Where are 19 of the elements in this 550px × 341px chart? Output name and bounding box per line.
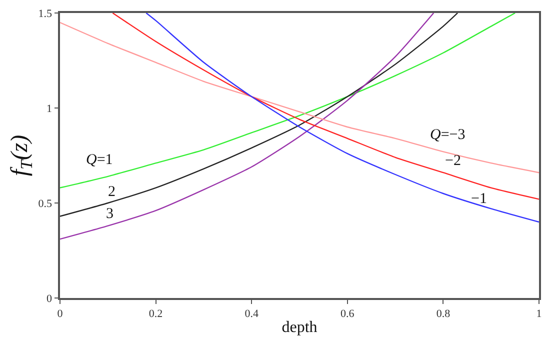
y-tick-label: 0 [46, 292, 53, 305]
x-tick-label: 0 [57, 308, 64, 320]
x-tick-label: 0.2 [148, 308, 163, 320]
x-tick-label: 0.8 [436, 308, 451, 320]
x-tick-label: 0.4 [244, 308, 259, 320]
line-series [146, 13, 539, 223]
series-label: Q=−3 [430, 127, 466, 143]
series-label: 3 [106, 206, 114, 222]
y-tick-label: 1.5 [38, 8, 53, 20]
series-label: 2 [108, 184, 116, 200]
line-series [60, 22, 539, 174]
series-label: −2 [445, 153, 461, 169]
series-label: Q=1 [86, 152, 113, 168]
series-label: −1 [471, 191, 487, 207]
y-tick-label: 1 [46, 102, 52, 115]
y-tick-label: 0.5 [38, 198, 53, 210]
x-axis-title: depth [282, 319, 318, 336]
x-tick-label: 0.6 [340, 308, 355, 320]
x-tick-label: 1 [536, 308, 542, 320]
